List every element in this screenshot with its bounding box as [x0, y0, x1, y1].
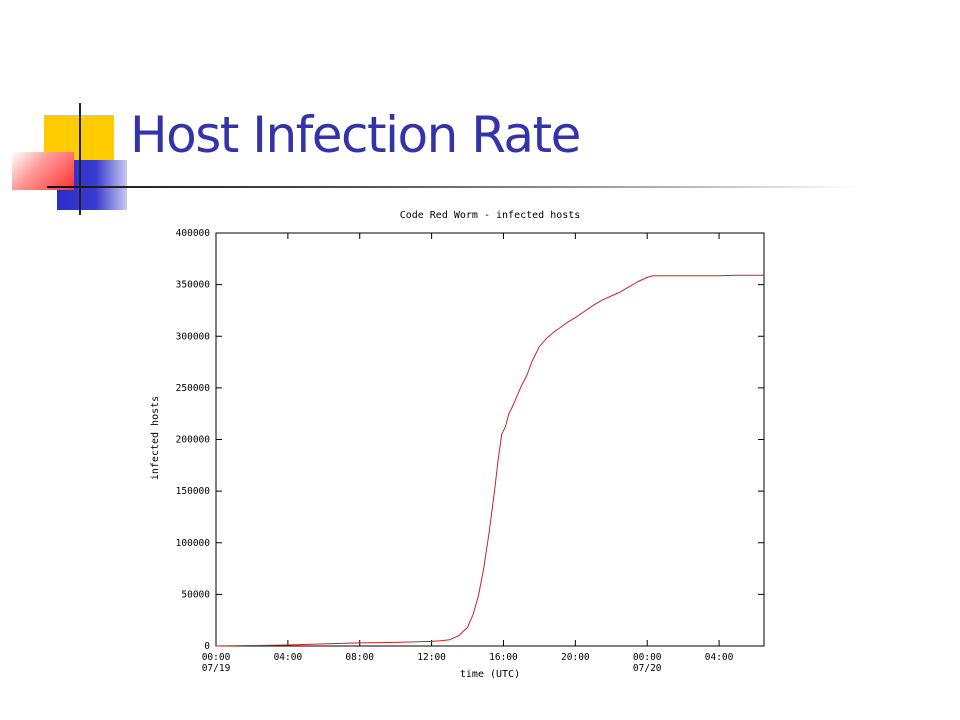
slide-title: Host Infection Rate	[130, 106, 581, 164]
y-tick-label: 150000	[176, 486, 211, 497]
y-tick-label: 300000	[176, 331, 211, 342]
y-tick-label: 350000	[176, 280, 211, 291]
x-tick-label: 08:00	[345, 652, 374, 663]
infected-hosts-chart: Code Red Worm - infected hosts infected …	[150, 210, 765, 680]
x-tick-label: 16:00	[489, 652, 518, 663]
decor-red-square	[12, 152, 74, 190]
x-tick-label: 12:00	[417, 652, 446, 663]
x-axis-label: time (UTC)	[460, 669, 520, 680]
x-tick-label: 04:00	[705, 652, 734, 663]
y-tick-label: 250000	[176, 383, 211, 394]
y-tick-label: 100000	[176, 538, 211, 549]
y-tick-label: 400000	[176, 228, 211, 239]
x-tick-label: 00:00	[202, 652, 231, 663]
x-tick-label: 00:00	[633, 652, 662, 663]
infected-hosts-series-line	[215, 274, 764, 647]
x-tick-label: 20:00	[561, 652, 590, 663]
title-underline	[47, 186, 857, 188]
x-tick-label: 04:00	[274, 652, 303, 663]
x-tick-date-label: 07/20	[633, 663, 662, 674]
y-tick-label: 0	[204, 641, 210, 652]
plot-frame	[215, 232, 765, 647]
y-tick-label: 50000	[181, 589, 210, 600]
x-tick-date-label: 07/19	[202, 663, 231, 674]
y-tick-label: 200000	[176, 435, 211, 446]
chart-title: Code Red Worm - infected hosts	[400, 210, 581, 221]
decor-vertical-line	[79, 103, 81, 215]
y-axis-label: infected hosts	[150, 396, 161, 480]
